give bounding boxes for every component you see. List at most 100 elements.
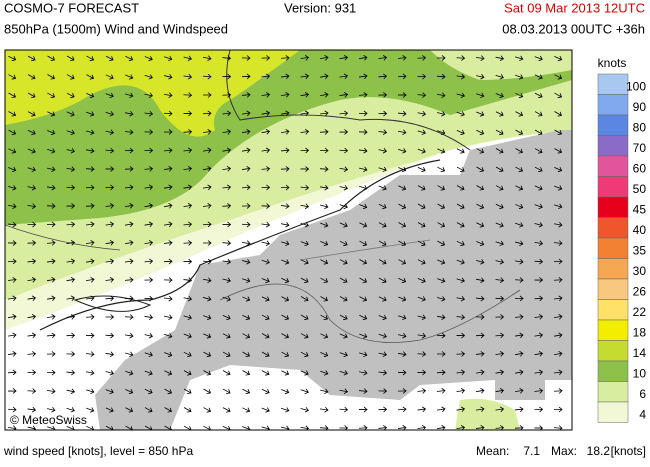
wind-arrow <box>456 425 466 430</box>
wind-arrow <box>66 407 75 413</box>
wind-arrow <box>378 240 387 247</box>
wind-arrow <box>242 259 251 265</box>
wind-arrow <box>46 258 56 265</box>
wind-arrow <box>125 92 134 99</box>
wind-arrow <box>320 388 329 395</box>
legend-label: 90 <box>633 100 647 114</box>
wind-arrow <box>378 148 388 154</box>
wind-arrow <box>144 147 154 154</box>
wind-arrow <box>300 55 310 61</box>
wind-arrow <box>437 111 446 117</box>
wind-arrow <box>242 351 251 358</box>
wind-arrow <box>515 148 524 154</box>
legend-label: 100 <box>626 79 646 93</box>
wind-arrow <box>66 203 76 209</box>
wind-arrow <box>417 314 426 321</box>
wind-arrow <box>125 370 134 376</box>
subtitle: 850hPa (1500m) Wind and Windspeed <box>4 21 228 36</box>
wind-arrow <box>515 92 524 99</box>
legend-label: 45 <box>633 202 647 216</box>
wind-arrow <box>203 333 212 339</box>
wind-arrow <box>183 129 193 135</box>
wind-arrow <box>456 332 466 339</box>
wind-arrow <box>8 148 17 154</box>
wind-arrow <box>183 407 192 413</box>
wind-arrow <box>86 129 95 136</box>
wind-arrow <box>397 110 407 117</box>
wind-arrow <box>495 74 504 80</box>
wind-arrow <box>47 148 56 154</box>
wind-arrow <box>534 222 543 228</box>
wind-arrow <box>397 406 407 413</box>
wind-arrow <box>261 351 270 358</box>
wind-arrow <box>164 407 173 413</box>
wind-arrow <box>8 185 17 191</box>
wind-arrow <box>8 166 17 173</box>
wind-arrow <box>125 55 134 62</box>
wind-arrow <box>514 351 524 357</box>
wind-arrow <box>456 240 465 247</box>
legend-swatch <box>597 94 629 116</box>
wind-arrow <box>241 221 251 228</box>
wind-arrow <box>85 203 95 209</box>
wind-arrow <box>105 221 115 228</box>
wind-arrow <box>554 92 563 99</box>
wind-arrow <box>7 240 17 246</box>
wind-arrow <box>183 351 192 358</box>
legend-label: 35 <box>633 243 647 257</box>
wind-arrow <box>222 92 232 98</box>
wind-arrow <box>280 73 290 80</box>
wind-arrow <box>475 295 485 302</box>
wind-arrow <box>8 92 17 99</box>
wind-arrow <box>124 203 134 209</box>
wind-arrow <box>222 166 232 172</box>
wind-arrow <box>164 351 173 358</box>
wind-arrow <box>281 222 290 228</box>
wind-arrow <box>46 295 56 302</box>
legend-label: 4 <box>639 407 646 421</box>
wind-arrow <box>534 74 543 80</box>
wind-arrow <box>124 258 134 265</box>
wind-arrow <box>515 129 524 136</box>
wind-arrow <box>222 370 231 376</box>
wind-arrow <box>183 110 193 117</box>
lake <box>73 295 152 312</box>
wind-arrow <box>378 259 387 265</box>
wind-arrow <box>222 314 231 321</box>
wind-arrow <box>436 332 446 339</box>
wind-arrow <box>183 92 193 98</box>
wind-arrow <box>300 129 310 135</box>
wind-arrow <box>319 406 329 413</box>
wind-arrow <box>27 203 37 209</box>
wind-arrow <box>242 333 251 339</box>
wind-arrow <box>202 147 212 154</box>
wind-arrow <box>300 407 309 413</box>
wind-arrow <box>144 277 154 283</box>
wind-arrow <box>203 407 212 413</box>
legend-swatch <box>597 340 629 362</box>
wind-arrow <box>85 258 95 265</box>
wind-arrow <box>202 55 212 61</box>
wind-arrow <box>281 425 290 430</box>
wind-arrow <box>475 425 485 430</box>
wind-arrow <box>183 277 193 283</box>
legend-label: 50 <box>633 182 647 196</box>
wind-arrow <box>475 406 485 413</box>
wind-arrow <box>495 92 504 99</box>
wind-arrow <box>553 406 563 413</box>
wind-arrow <box>164 314 173 321</box>
wind-arrow <box>476 277 485 284</box>
wind-arrow <box>300 222 309 228</box>
wind-arrow <box>222 407 231 413</box>
wind-arrow <box>66 332 76 339</box>
title: COSMO-7 FORECAST <box>4 0 139 15</box>
wind-arrow <box>359 166 368 173</box>
wind-arrow <box>202 110 212 117</box>
wind-arrow <box>456 277 465 284</box>
wind-arrow <box>46 388 56 394</box>
wind-arrow <box>417 148 426 154</box>
wind-arrow <box>125 407 134 413</box>
wind-arrow <box>320 351 329 358</box>
wind-arrow <box>27 92 36 99</box>
wind-arrow <box>27 148 36 154</box>
